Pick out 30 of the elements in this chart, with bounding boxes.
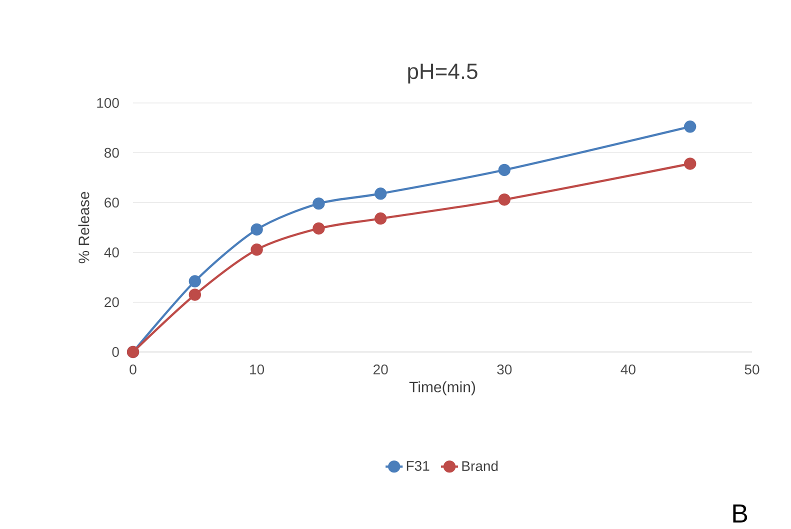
point xyxy=(374,212,387,225)
point xyxy=(374,188,387,200)
x-axis-title: Time(min) xyxy=(409,381,476,396)
point xyxy=(188,288,202,301)
text: B xyxy=(733,504,748,522)
x-tick-label: 50 xyxy=(744,364,760,374)
x-tick-label: 10 xyxy=(250,364,264,374)
point xyxy=(250,223,263,236)
point xyxy=(684,158,696,170)
point xyxy=(312,222,325,235)
y-tick-label: 20 xyxy=(104,297,119,308)
y-axis-title: % Release xyxy=(78,192,90,264)
y-tick-label: 0 xyxy=(112,347,119,357)
legend-label: F31 xyxy=(406,460,430,471)
x-tick-label: 40 xyxy=(620,364,636,374)
point xyxy=(498,164,511,176)
point xyxy=(188,275,202,288)
x-tick-label: 20 xyxy=(374,364,388,374)
point xyxy=(498,194,511,206)
point xyxy=(312,197,325,210)
point xyxy=(250,244,263,256)
y-tick-label: 100 xyxy=(97,98,119,108)
x-tick-label: 30 xyxy=(497,364,512,374)
x-tick-label: 0 xyxy=(130,364,136,374)
point xyxy=(684,120,696,133)
chart-title: pH=4.5 xyxy=(408,64,478,84)
y-tick-label: 60 xyxy=(104,198,119,208)
y-tick-label: 40 xyxy=(104,247,119,258)
y-tick-label: 80 xyxy=(104,148,119,158)
legend-label: Brand xyxy=(462,460,498,472)
